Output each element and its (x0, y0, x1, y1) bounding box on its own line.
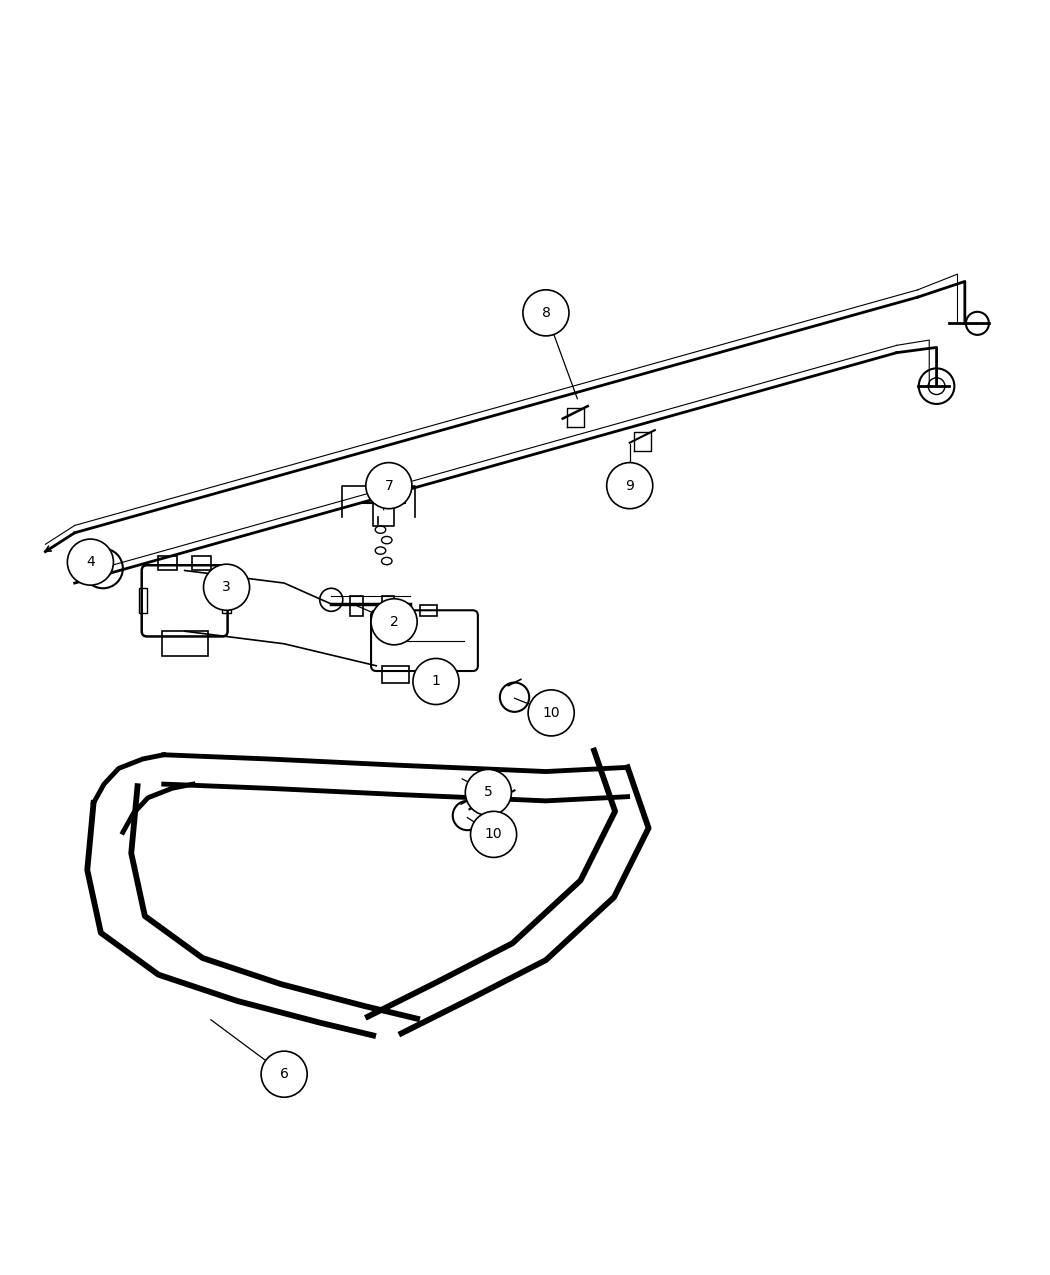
Circle shape (261, 1051, 308, 1098)
Bar (420, 666, 447, 682)
Bar (350, 595, 362, 616)
Bar (192, 556, 211, 570)
Bar (139, 588, 147, 613)
Circle shape (528, 690, 574, 736)
Text: 5: 5 (484, 785, 492, 799)
Bar (381, 666, 408, 682)
Bar (420, 606, 437, 616)
Circle shape (204, 565, 250, 611)
Bar (159, 556, 177, 570)
Text: 8: 8 (542, 306, 550, 320)
Circle shape (470, 811, 517, 857)
Text: 4: 4 (86, 555, 94, 569)
Bar (162, 631, 208, 657)
Circle shape (607, 463, 653, 509)
Circle shape (523, 289, 569, 335)
Text: 10: 10 (543, 706, 560, 720)
Text: 7: 7 (384, 478, 394, 492)
Text: 10: 10 (485, 827, 502, 842)
Text: 2: 2 (390, 615, 398, 629)
Bar (388, 606, 405, 616)
Bar (381, 595, 394, 616)
Text: 1: 1 (432, 674, 440, 688)
Text: 9: 9 (626, 478, 634, 492)
Circle shape (465, 769, 511, 816)
Text: 3: 3 (223, 580, 231, 594)
Circle shape (67, 539, 113, 585)
Bar (223, 588, 231, 613)
Circle shape (365, 463, 412, 509)
Text: 6: 6 (279, 1067, 289, 1081)
Circle shape (413, 658, 459, 705)
Circle shape (371, 599, 417, 645)
